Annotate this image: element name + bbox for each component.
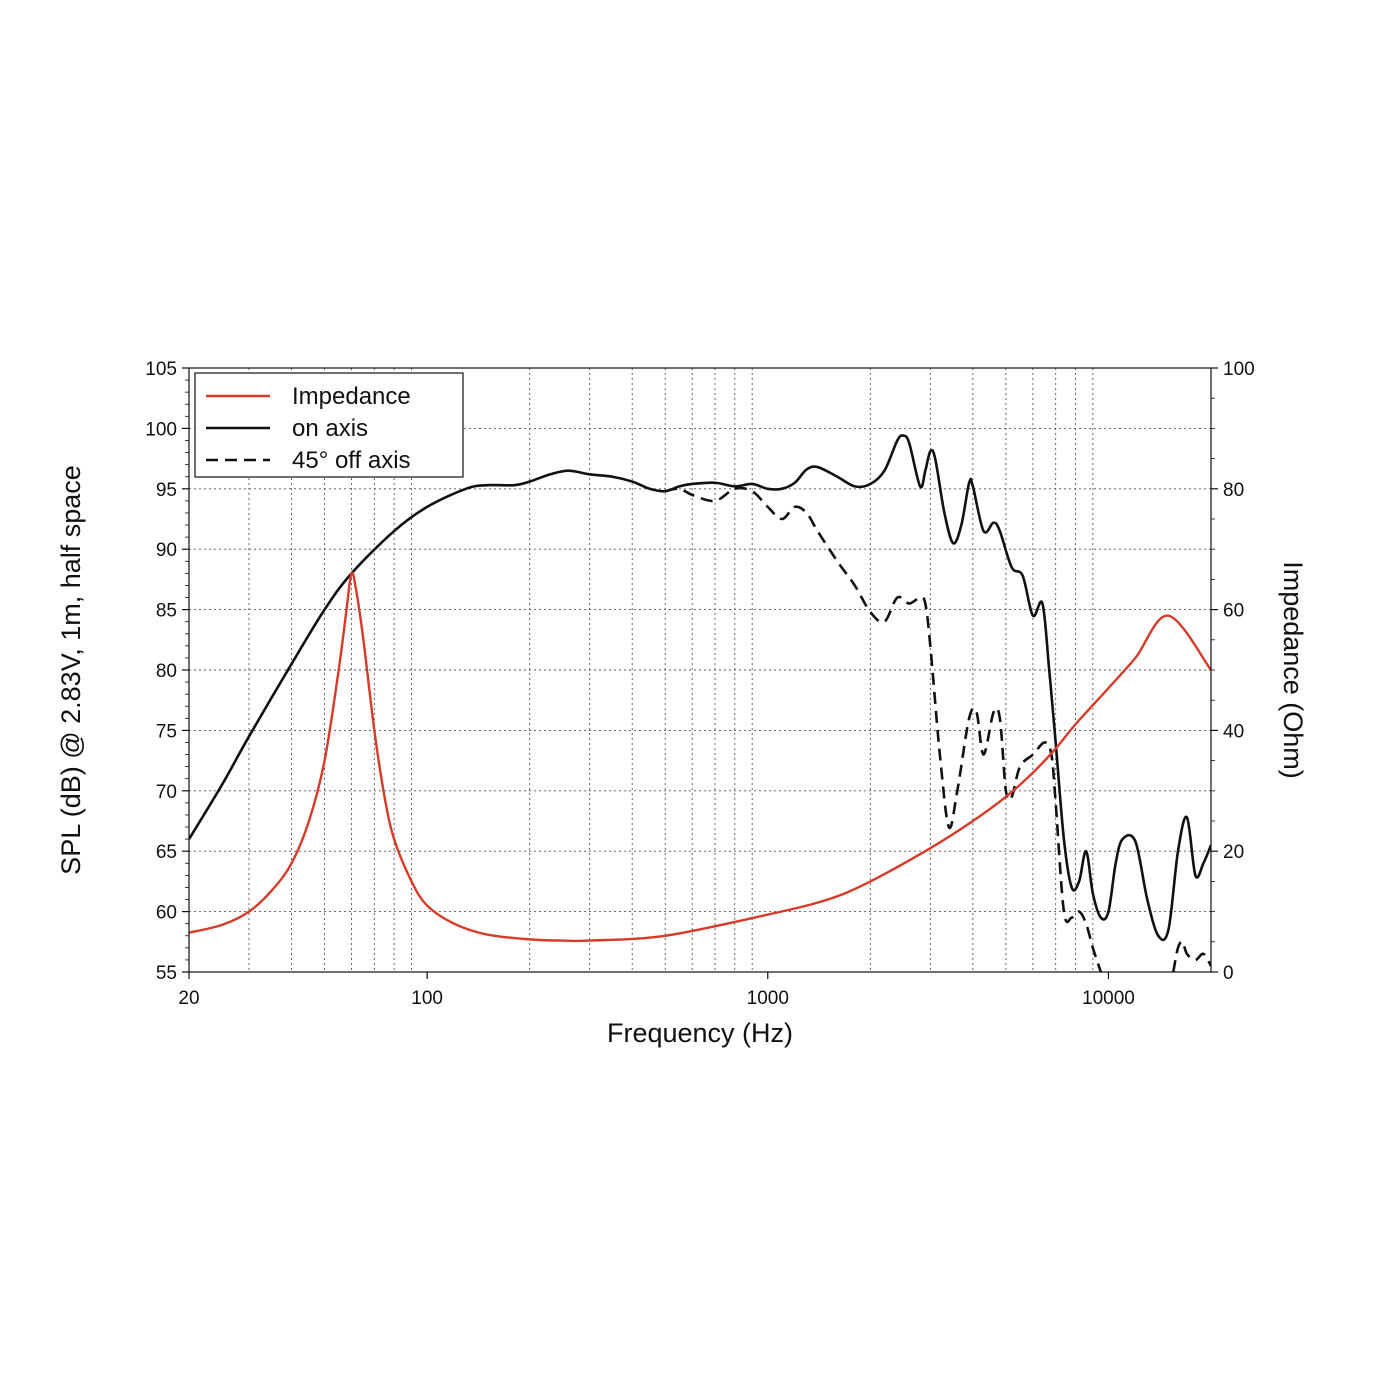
left-y-tick-label: 70 xyxy=(156,782,177,803)
left-y-tick-label: 105 xyxy=(145,359,177,380)
legend-label: 45° off axis xyxy=(292,447,411,474)
left-y-tick-label: 100 xyxy=(145,419,177,440)
impedance-line xyxy=(189,571,1211,943)
right-y-tick-label: 0 xyxy=(1223,963,1234,984)
on-axis-line xyxy=(189,434,1211,942)
legend: Impedance on axis 45° off axis xyxy=(194,372,464,478)
x-tick-label: 20 xyxy=(178,988,199,1009)
legend-box xyxy=(194,372,464,478)
left-y-tick-label: 85 xyxy=(156,601,177,622)
ticks: 55 60 65 70 75 80 85 90 95 100 105 0 20 40 60 80 100 20 10… xyxy=(145,359,1254,1009)
right-y-tick-label: 80 xyxy=(1223,480,1244,501)
x-tick-label: 1000 xyxy=(747,988,789,1009)
left-y-axis-title: SPL (dB) @ 2.83V, 1m, half space xyxy=(56,465,86,875)
right-y-tick-label: 60 xyxy=(1223,601,1244,622)
series-layer xyxy=(189,434,1211,972)
left-y-tick-label: 95 xyxy=(156,480,177,501)
left-y-tick-label: 90 xyxy=(156,540,177,561)
grid xyxy=(189,368,1211,972)
off-axis-45-line xyxy=(664,486,1103,972)
left-y-tick-label: 60 xyxy=(156,903,177,924)
x-tick-label: 10000 xyxy=(1082,988,1135,1009)
left-y-tick-label: 65 xyxy=(156,842,177,863)
x-axis-title: Frequency (Hz) xyxy=(607,1018,793,1048)
left-y-tick-label: 55 xyxy=(156,963,177,984)
x-tick-label: 100 xyxy=(411,988,443,1009)
right-y-tick-label: 100 xyxy=(1223,359,1255,380)
left-y-tick-label: 80 xyxy=(156,661,177,682)
right-y-tick-label: 20 xyxy=(1223,842,1244,863)
right-y-tick-label: 40 xyxy=(1223,721,1244,742)
off-axis-45-line xyxy=(1172,940,1211,972)
legend-label: on axis xyxy=(292,415,368,442)
legend-label: Impedance xyxy=(292,383,411,410)
right-y-axis-title: Impedance (Ohm) xyxy=(1278,561,1308,779)
left-y-tick-label: 75 xyxy=(156,721,177,742)
